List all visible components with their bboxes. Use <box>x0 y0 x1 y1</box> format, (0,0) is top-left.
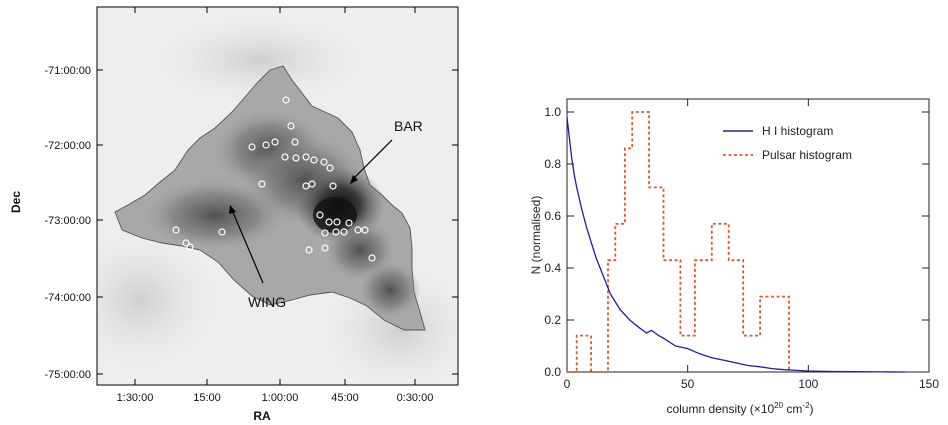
bar-arrow-head <box>350 175 358 184</box>
xtick-label: 150 <box>919 377 939 391</box>
map-panel: -71:00:00 -72:00:00 -73:00:00 -74:00:00 … <box>9 6 459 423</box>
map-image <box>97 10 458 385</box>
map-xaxis-label: RA <box>253 409 271 423</box>
bar-annotation: BAR <box>394 118 423 134</box>
ytick-label: 0.4 <box>544 261 561 275</box>
map-ytick-label: -71:00:00 <box>45 65 91 77</box>
map-frame <box>96 6 459 386</box>
map-xtick-label: 1:30:00 <box>117 392 154 404</box>
wing-annotation: WING <box>248 294 286 310</box>
map-xtick-label: 0:30:00 <box>397 392 434 404</box>
wing-arrow-head <box>229 205 236 214</box>
map-ytick-label: -73:00:00 <box>45 215 91 227</box>
map-xtick-label: 15:00 <box>193 392 221 404</box>
ytick-label: 0.0 <box>544 365 561 379</box>
histogram-yaxis-label: N (normalised) <box>529 196 543 275</box>
histogram-tick-marks <box>566 99 930 373</box>
xlabel-exp1: 20 <box>774 401 783 410</box>
histogram-xaxis-label: column density (×1020 cm-2) <box>666 401 813 416</box>
plot-frame <box>566 98 930 373</box>
xlabel-end: ) <box>810 402 814 416</box>
legend-label-pulsar: Pulsar histogram <box>762 148 852 162</box>
map-yaxis-label: Dec <box>9 191 23 213</box>
xlabel-mid: cm <box>783 402 802 416</box>
ytick-label: 0.8 <box>544 157 561 171</box>
map-xtick-label: 1:00:00 <box>262 392 299 404</box>
map-ytick-label: -75:00:00 <box>45 369 91 381</box>
legend: H I histogram Pulsar histogram <box>723 124 852 162</box>
xtick-label: 50 <box>681 377 695 391</box>
xtick-label: 100 <box>798 377 818 391</box>
map-ytick-label: -74:00:00 <box>45 292 91 304</box>
xlabel-main: column density (×10 <box>666 402 774 416</box>
map-ytick-label: -72:00:00 <box>45 140 91 152</box>
wing-arrow <box>231 209 264 284</box>
legend-label-hi: H I histogram <box>762 124 833 138</box>
pulsar-markers <box>172 96 376 262</box>
xlabel-exp2: -2 <box>802 401 810 410</box>
map-tick-marks <box>97 7 458 385</box>
map-xtick-label: 45:00 <box>331 392 359 404</box>
series-pulsar-histogram <box>567 111 790 373</box>
bar-arrow <box>351 139 393 181</box>
series-hi-histogram <box>566 117 905 373</box>
ytick-label: 0.2 <box>544 313 561 327</box>
xtick-label: 0 <box>564 377 571 391</box>
ytick-label: 0.6 <box>544 209 561 223</box>
histogram-panel: 0.0 0.2 0.4 0.6 0.8 1.0 0 50 100 150 N (normalis… <box>529 98 939 416</box>
ytick-label: 1.0 <box>544 105 561 119</box>
